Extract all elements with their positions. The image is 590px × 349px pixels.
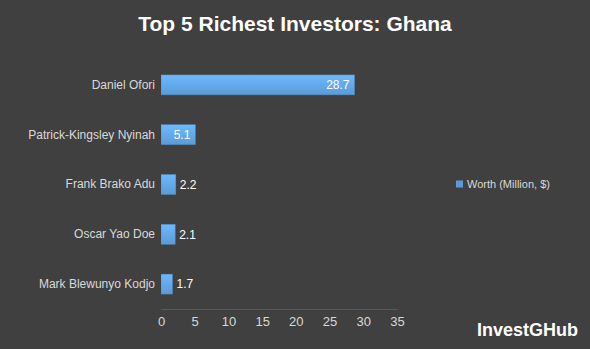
x-tick-label: 15 (255, 314, 269, 329)
bars (161, 75, 355, 294)
data-label: 1.7 (176, 277, 193, 291)
x-tick-label: 5 (192, 314, 199, 329)
data-label: 2.2 (180, 178, 197, 192)
y-tick-label: Frank Brako Adu (66, 177, 155, 191)
watermark: InvestGHub (477, 320, 578, 340)
bar (161, 75, 355, 95)
bar (161, 274, 172, 294)
data-label: 5.1 (174, 128, 191, 142)
legend: Worth (Million, $) (456, 178, 550, 190)
x-tick-label: 25 (323, 314, 337, 329)
background (0, 0, 590, 349)
x-axis-line (162, 309, 398, 310)
x-tick: 15 (255, 309, 269, 329)
x-axis: 0 5 10 15 20 25 30 35 (158, 309, 405, 329)
x-tick: 30 (357, 309, 371, 329)
x-tick: 10 (222, 309, 236, 329)
legend-swatch (456, 181, 463, 188)
x-tick: 0 (158, 309, 165, 329)
legend-label: Worth (Million, $) (467, 178, 550, 190)
y-tick: Patrick-Kingsley Nyinah (28, 128, 155, 142)
x-tick-label: 10 (222, 314, 236, 329)
y-axis: Daniel Ofori Patrick-Kingsley Nyinah Frank… (28, 78, 155, 291)
x-tick: 25 (323, 309, 337, 329)
chart: Top 5 Richest Investors: Ghana 0 5 10 15 20 25… (0, 0, 590, 349)
y-tick-label: Patrick-Kingsley Nyinah (28, 128, 155, 142)
y-tick: Mark Blewunyo Kodjo (39, 277, 155, 291)
x-tick: 20 (289, 309, 303, 329)
data-label: 28.7 (326, 78, 350, 92)
data-labels: 28.7 5.1 2.2 2.1 1.7 (174, 78, 350, 291)
bar (161, 125, 195, 145)
x-tick-label: 20 (289, 314, 303, 329)
bar (161, 224, 175, 244)
data-label: 2.1 (179, 228, 196, 242)
x-tick-label: 0 (158, 314, 165, 329)
y-tick: Oscar Yao Doe (74, 227, 155, 241)
y-tick: Daniel Ofori (92, 78, 155, 92)
title: Top 5 Richest Investors: Ghana (138, 12, 452, 35)
x-tick: 5 (192, 309, 199, 329)
bar (161, 175, 176, 195)
x-tick-label: 35 (390, 314, 404, 329)
y-tick: Frank Brako Adu (66, 177, 155, 191)
y-tick-label: Oscar Yao Doe (74, 227, 155, 241)
x-tick-label: 30 (357, 314, 371, 329)
x-tick: 35 (390, 309, 404, 329)
y-tick-label: Mark Blewunyo Kodjo (39, 277, 155, 291)
y-tick-label: Daniel Ofori (92, 78, 155, 92)
